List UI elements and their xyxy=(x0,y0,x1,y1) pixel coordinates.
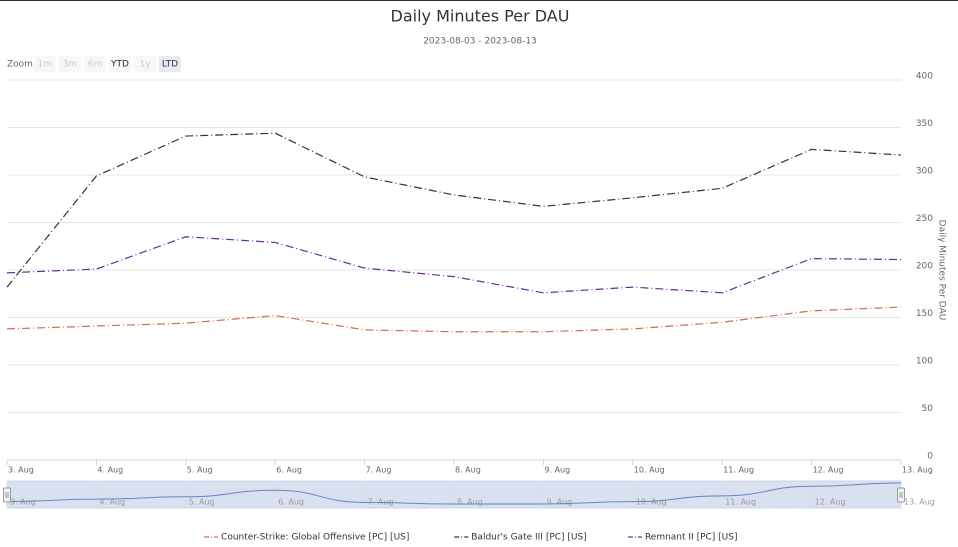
navigator-label: 8. Aug xyxy=(457,498,483,507)
navigator-label: 13. Aug xyxy=(904,498,935,507)
series-line xyxy=(6,236,902,294)
chart-title: Daily Minutes Per DAU xyxy=(391,7,570,26)
zoom-label: Zoom xyxy=(7,60,33,70)
x-tick-label: 4. Aug xyxy=(97,466,123,475)
zoom-button[interactable] xyxy=(59,56,81,72)
y-tick-label: 400 xyxy=(916,72,933,82)
chart-subtitle: 2023-08-03 - 2023-08-13 xyxy=(423,37,537,47)
x-tick-label: 6. Aug xyxy=(276,466,302,475)
navigator-label: 6. Aug xyxy=(278,498,304,507)
y-tick-label: 50 xyxy=(922,404,934,414)
navigator-label: 11. Aug xyxy=(725,498,756,507)
zoom-button[interactable] xyxy=(109,56,131,72)
series-line xyxy=(6,306,902,333)
navigator-label: 9. Aug xyxy=(546,498,572,507)
x-tick-label: 11. Aug xyxy=(723,466,754,475)
x-tick-label: 5. Aug xyxy=(187,466,213,475)
y-tick-label: 350 xyxy=(916,119,933,129)
y-tick-label: 150 xyxy=(916,309,933,319)
navigator-handle[interactable] xyxy=(3,487,11,503)
navigator-label: 5. Aug xyxy=(189,498,215,507)
x-tick-label: 9. Aug xyxy=(544,466,570,475)
x-tick-label: 3. Aug xyxy=(8,466,34,475)
x-tick-label: 8. Aug xyxy=(455,466,481,475)
navigator-label: 4. Aug xyxy=(99,498,125,507)
zoom-button[interactable] xyxy=(84,56,106,72)
navigator-label: 3. Aug xyxy=(10,498,36,507)
y-tick-label: 200 xyxy=(916,262,933,272)
zoom-button-label[interactable]: 3m xyxy=(63,60,78,70)
legend-label[interactable]: Remnant II [PC] [US] xyxy=(645,533,738,543)
zoom-button-label[interactable]: LTD xyxy=(162,60,178,70)
x-tick-label: 13. Aug xyxy=(902,466,933,475)
y-tick-label: 100 xyxy=(916,357,933,367)
y-tick-label: 0 xyxy=(927,452,933,462)
navigator-handle[interactable] xyxy=(897,487,905,503)
x-tick-label: 7. Aug xyxy=(366,466,392,475)
zoom-button-label[interactable]: YTD xyxy=(110,60,129,70)
legend-label[interactable]: Baldur's Gate III [PC] [US] xyxy=(471,533,587,543)
y-tick-label: 250 xyxy=(916,214,933,224)
series-line xyxy=(6,132,902,288)
zoom-button-label[interactable]: 1m xyxy=(38,60,53,70)
zoom-button[interactable] xyxy=(134,56,156,72)
zoom-button[interactable] xyxy=(159,56,181,72)
navigator-series xyxy=(6,482,902,505)
zoom-button-label[interactable]: 1y xyxy=(139,60,151,70)
y-axis-title: Daily Minutes Per DAU xyxy=(937,220,947,321)
legend-label[interactable]: Counter-Strike: Global Offensive [PC] [U… xyxy=(221,533,409,543)
navigator-label: 12. Aug xyxy=(815,498,846,507)
x-tick-label: 12. Aug xyxy=(813,466,844,475)
x-tick-label: 10. Aug xyxy=(634,466,665,475)
zoom-button[interactable] xyxy=(34,56,56,72)
y-tick-label: 300 xyxy=(916,167,933,177)
navigator-label: 10. Aug xyxy=(636,498,667,507)
zoom-button-label[interactable]: 6m xyxy=(88,60,103,70)
